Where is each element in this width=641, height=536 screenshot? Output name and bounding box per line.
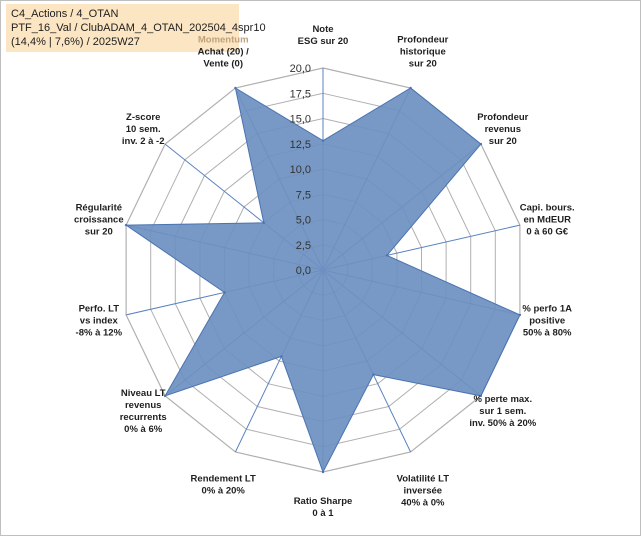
data-point-2 [479,142,483,146]
title-line-3: (14,4% | 7,6%) / 2025W27 [11,36,140,48]
axis-label-13: Momentum Achat (20) / Vente (0) [198,34,250,69]
tick-label-5: 12,5 [290,139,311,151]
tick-label-1: 2,5 [296,240,311,252]
axis-label-7: Ratio Sharpe 0 à 1 [294,496,353,519]
axis-label-2: Profondeur revenus sur 20 [477,112,528,147]
tick-label-3: 7,5 [296,189,311,201]
tick-label-4: 10,0 [290,164,311,176]
title-line-1: C4_Actions / 4_OTAN [11,8,119,20]
data-point-4 [518,313,522,317]
axis-label-6: Volatilité LT inversée 40% à 0% [397,474,450,509]
data-point-3 [385,254,389,257]
tick-label-6: 15,0 [290,114,311,126]
axis-label-4: % perfo 1A positive 50% à 80% [522,303,572,338]
axis-label-5: % perte max. sur 1 sem. inv. 50% à 20% [469,394,536,429]
data-point-7 [321,470,325,474]
axis-label-0: Note ESG sur 20 [298,24,349,47]
radar-series [124,86,522,474]
axis-label-8: Rendement LT 0% à 20% [191,474,256,497]
axis-label-12: Z-score 10 sem. inv. 2 à -2 [122,112,165,147]
title-line-2: PTF_16_Val / ClubADAM_4_OTAN_202504_4spr… [11,22,266,34]
axis-label-1: Profondeur historique sur 20 [397,34,448,69]
data-point-6 [372,373,375,376]
tick-label-7: 17,5 [290,88,311,100]
data-point-5 [479,394,483,398]
data-point-0 [321,139,325,142]
data-point-9 [163,394,167,398]
data-point-10 [223,291,226,294]
radar-tick-labels: 0,0 2,5 5,0 7,5 10,0 12,5 15,0 17,5 20,0 [290,63,311,277]
tick-label-2: 5,0 [296,215,311,227]
series-area [124,86,521,474]
data-point-1 [409,86,412,90]
tick-label-8: 20,0 [290,63,311,75]
axis-label-11: Régularité croissance sur 20 [74,203,124,238]
chart-title-box: C4_Actions / 4_OTAN PTF_16_Val / ClubADA… [6,4,266,52]
data-point-11 [124,223,128,227]
axis-label-3: Capi. bours. en MdEUR 0 à 60 G€ [520,203,575,238]
axis-label-10: Perfo. LT vs index -8% à 12% [76,303,123,338]
tick-label-0: 0,0 [296,265,311,277]
data-point-8 [280,355,283,358]
data-point-12 [262,221,265,224]
radar-axis-labels: Note ESG sur 20 Profondeur historique sur 20… [74,24,575,519]
axis-label-9: Niveau LT revenus recurrents 0% à 6% [120,388,167,435]
data-point-13 [234,86,237,90]
